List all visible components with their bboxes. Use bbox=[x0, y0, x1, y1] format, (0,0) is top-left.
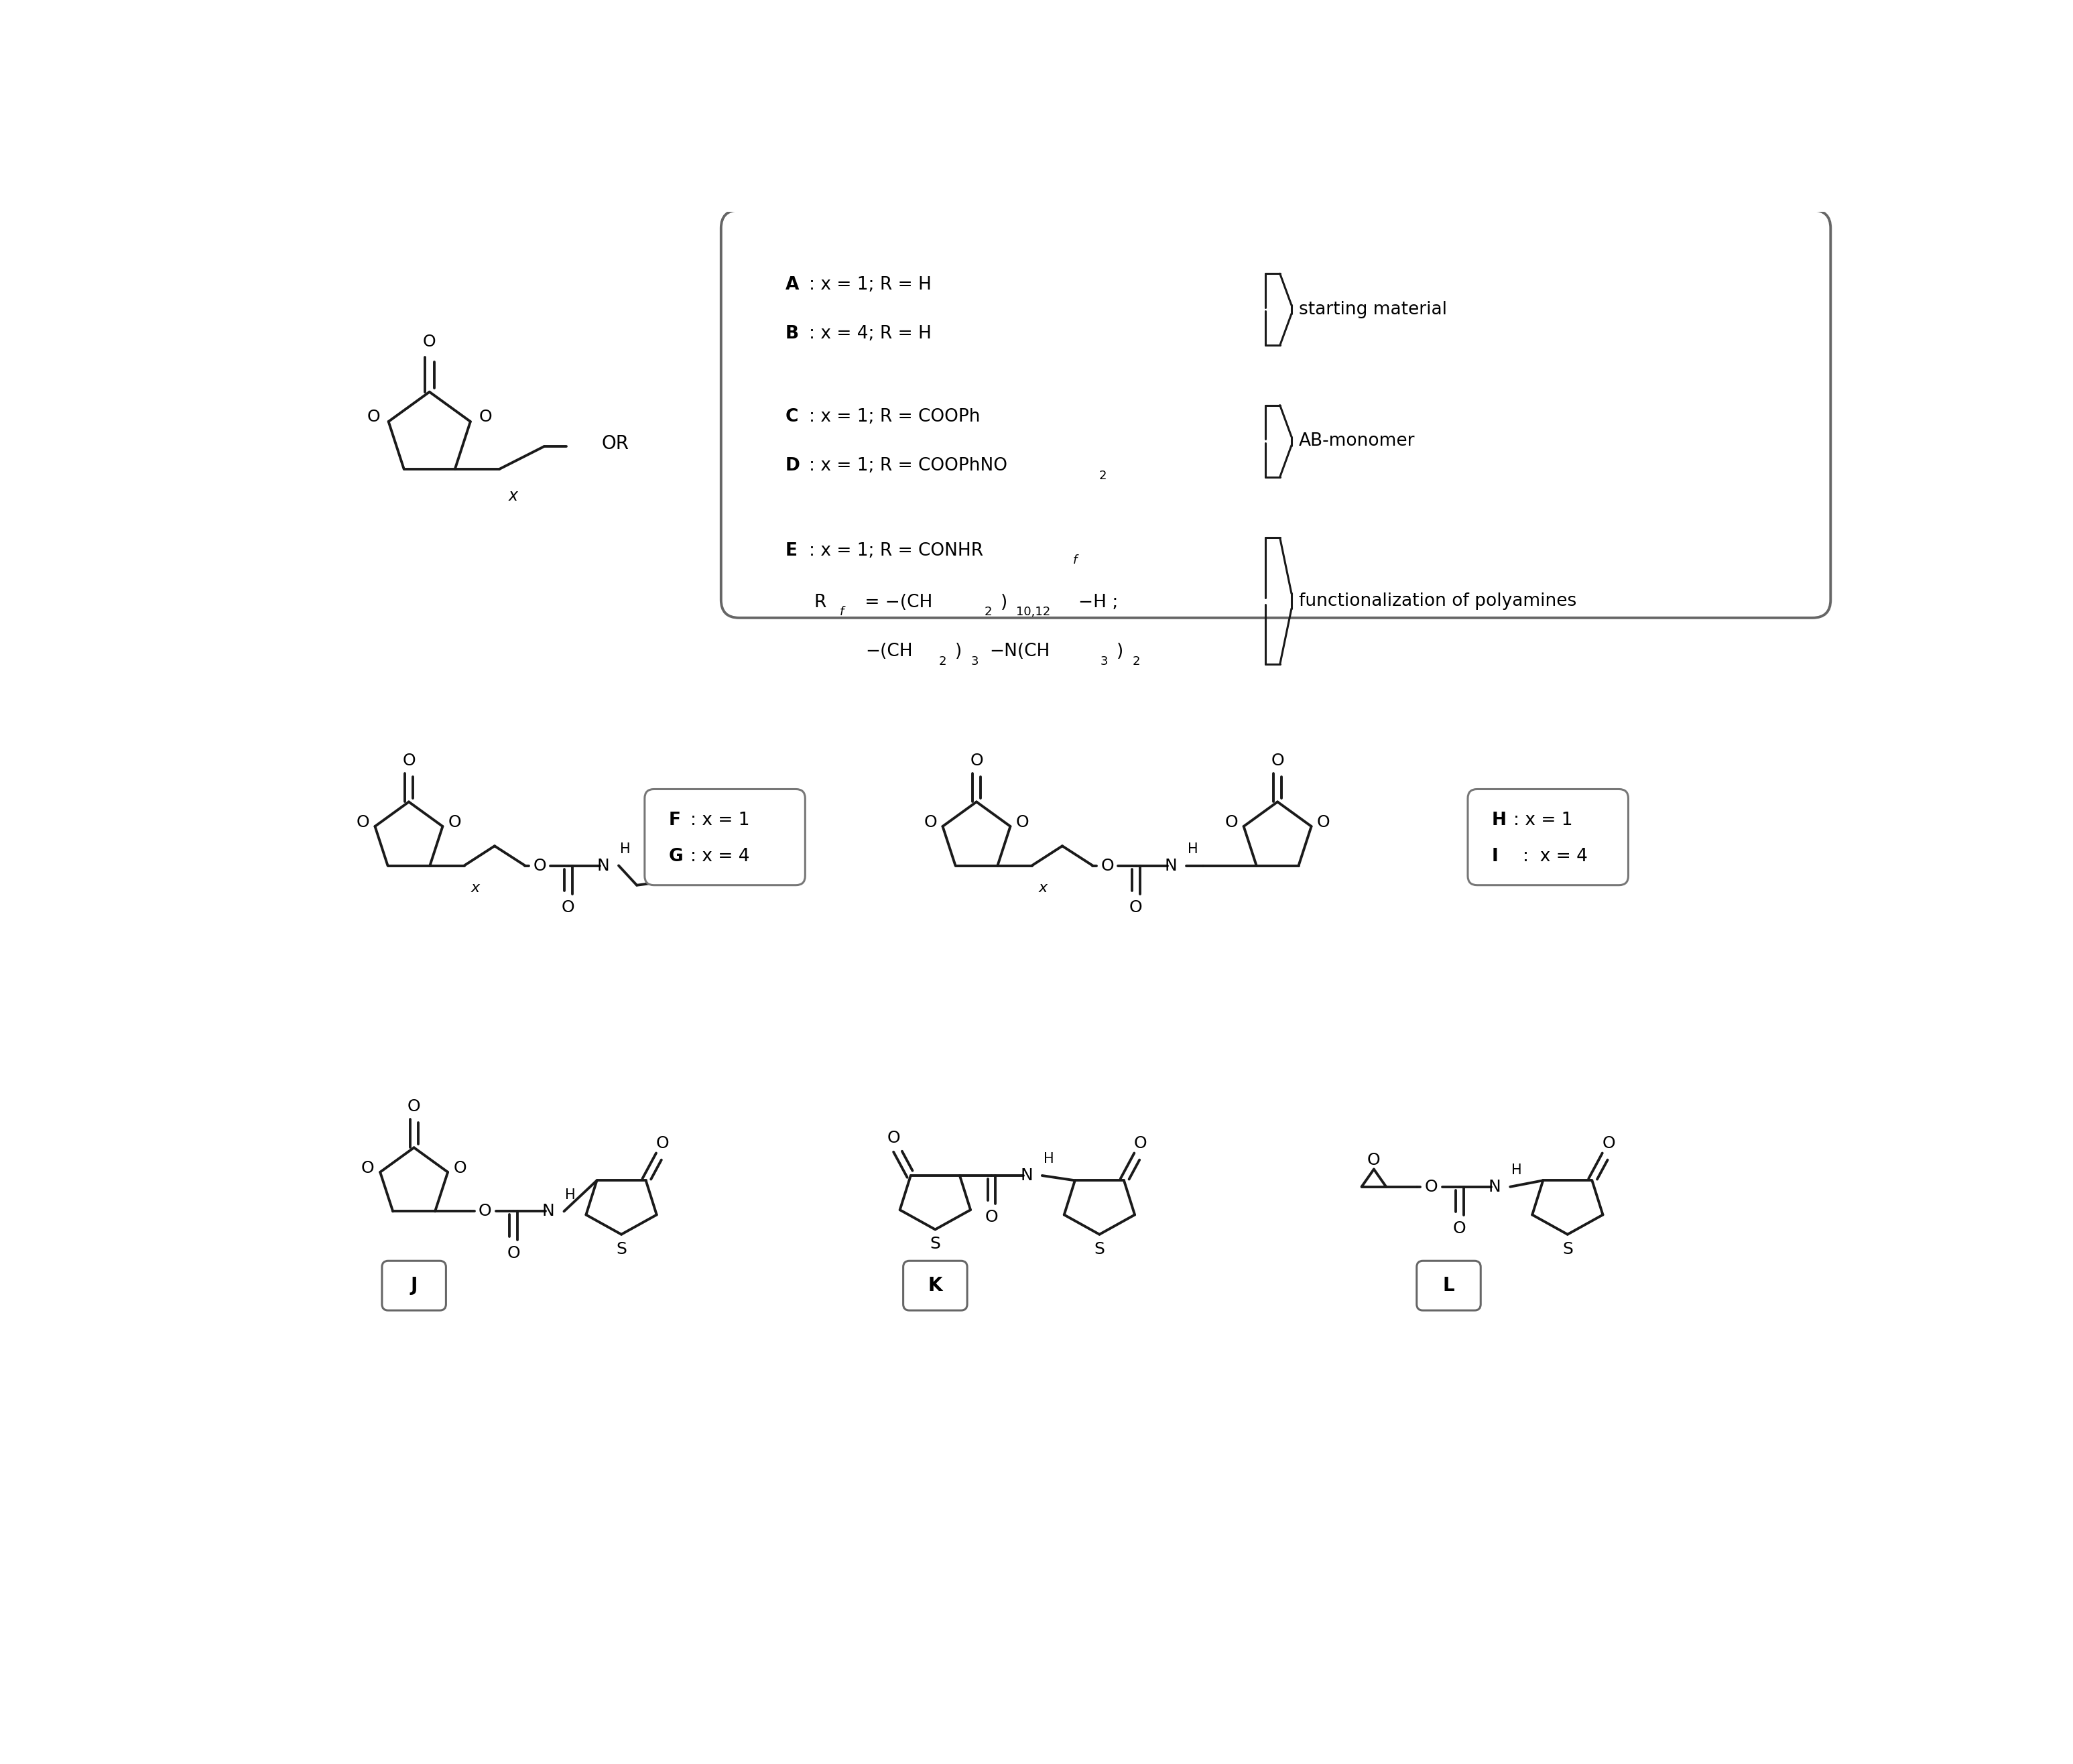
Text: 2: 2 bbox=[1099, 469, 1107, 482]
Text: : x = 4: : x = 4 bbox=[690, 847, 748, 864]
Text: −N(CH: −N(CH bbox=[989, 642, 1049, 660]
Text: O: O bbox=[533, 857, 547, 873]
Text: L: L bbox=[1443, 1275, 1455, 1295]
Text: O: O bbox=[655, 1136, 670, 1152]
Text: 3: 3 bbox=[970, 654, 978, 667]
Text: : x = 1; R = COOPhNO: : x = 1; R = COOPhNO bbox=[808, 457, 1007, 475]
Text: K: K bbox=[929, 1275, 943, 1295]
Text: G: G bbox=[668, 847, 682, 864]
Text: f: f bbox=[840, 607, 844, 617]
Text: S: S bbox=[1563, 1242, 1573, 1258]
Text: : x = 4; R = H: : x = 4; R = H bbox=[808, 325, 931, 342]
Text: O: O bbox=[970, 753, 983, 769]
Text: O: O bbox=[454, 1161, 466, 1177]
Text: −(CH: −(CH bbox=[867, 642, 912, 660]
Text: :  x = 4: : x = 4 bbox=[1522, 847, 1588, 864]
Text: f: f bbox=[1074, 554, 1078, 566]
Text: x: x bbox=[471, 882, 481, 894]
FancyBboxPatch shape bbox=[645, 789, 804, 886]
Text: O: O bbox=[361, 1161, 375, 1177]
Text: : x = 1; R = H: : x = 1; R = H bbox=[808, 277, 931, 293]
Text: N: N bbox=[541, 1203, 556, 1219]
Text: O: O bbox=[479, 409, 491, 425]
Text: A: A bbox=[786, 277, 800, 293]
Text: AB-monomer: AB-monomer bbox=[1300, 432, 1416, 450]
Text: H: H bbox=[1511, 1164, 1522, 1177]
Text: O: O bbox=[887, 1131, 900, 1147]
Text: H: H bbox=[1043, 1152, 1053, 1166]
Text: D: D bbox=[786, 457, 800, 475]
Text: O: O bbox=[1424, 1178, 1439, 1194]
Text: R: R bbox=[815, 594, 827, 610]
Text: S: S bbox=[616, 1242, 626, 1258]
Text: ): ) bbox=[956, 642, 962, 660]
Text: O: O bbox=[985, 1208, 999, 1226]
Text: F: F bbox=[668, 811, 680, 829]
Text: O: O bbox=[1130, 900, 1142, 916]
Text: O: O bbox=[448, 815, 462, 831]
FancyBboxPatch shape bbox=[721, 210, 1830, 617]
Text: I: I bbox=[1493, 847, 1499, 864]
Text: N: N bbox=[597, 857, 609, 873]
FancyBboxPatch shape bbox=[904, 1261, 968, 1311]
Text: : x = 1: : x = 1 bbox=[1513, 811, 1573, 829]
Text: N: N bbox=[1165, 857, 1177, 873]
Text: O: O bbox=[408, 1099, 421, 1115]
Text: O: O bbox=[1271, 753, 1283, 769]
Text: 3: 3 bbox=[1101, 654, 1109, 667]
FancyBboxPatch shape bbox=[1468, 789, 1627, 886]
Text: functionalization of polyamines: functionalization of polyamines bbox=[1300, 593, 1578, 610]
Text: : x = 1: : x = 1 bbox=[690, 811, 748, 829]
Text: C: C bbox=[786, 407, 798, 425]
Text: O: O bbox=[357, 815, 369, 831]
Text: B: B bbox=[786, 325, 798, 342]
Text: E: E bbox=[786, 542, 798, 559]
Text: OR: OR bbox=[601, 434, 630, 453]
Text: 2: 2 bbox=[939, 654, 947, 667]
Text: 2: 2 bbox=[985, 607, 993, 617]
Text: O: O bbox=[1316, 815, 1331, 831]
Text: ): ) bbox=[1001, 594, 1007, 610]
FancyBboxPatch shape bbox=[381, 1261, 446, 1311]
FancyBboxPatch shape bbox=[1416, 1261, 1480, 1311]
Text: O: O bbox=[1368, 1152, 1381, 1168]
Text: H: H bbox=[620, 841, 630, 856]
Text: S: S bbox=[1095, 1242, 1105, 1258]
Text: x: x bbox=[1039, 882, 1047, 894]
Text: O: O bbox=[1453, 1221, 1466, 1237]
Text: ): ) bbox=[1117, 642, 1124, 660]
Text: O: O bbox=[1225, 815, 1238, 831]
Text: O: O bbox=[479, 1203, 491, 1219]
Text: O: O bbox=[508, 1245, 520, 1261]
Text: H: H bbox=[566, 1187, 576, 1201]
Text: starting material: starting material bbox=[1300, 300, 1447, 318]
Text: O: O bbox=[1016, 815, 1028, 831]
Text: : x = 1; R = CONHR: : x = 1; R = CONHR bbox=[808, 542, 983, 559]
Text: S: S bbox=[931, 1237, 941, 1252]
Text: O: O bbox=[402, 753, 415, 769]
Text: O: O bbox=[562, 900, 574, 916]
Text: −H ;: −H ; bbox=[1078, 594, 1117, 610]
Text: H: H bbox=[1493, 811, 1507, 829]
Text: O: O bbox=[1602, 1136, 1615, 1152]
Text: 2: 2 bbox=[1132, 654, 1140, 667]
Text: J: J bbox=[410, 1275, 417, 1295]
Text: O: O bbox=[665, 850, 678, 866]
Text: 10,12: 10,12 bbox=[1016, 607, 1051, 617]
Text: O: O bbox=[1134, 1136, 1146, 1152]
Text: O: O bbox=[367, 409, 379, 425]
Text: O: O bbox=[423, 333, 435, 349]
Text: O: O bbox=[1101, 857, 1113, 873]
Text: = −(CH: = −(CH bbox=[860, 594, 933, 610]
Text: x: x bbox=[508, 487, 518, 505]
Text: O: O bbox=[925, 815, 937, 831]
Text: H: H bbox=[1188, 841, 1198, 856]
Text: N: N bbox=[1020, 1168, 1032, 1184]
Text: : x = 1; R = COOPh: : x = 1; R = COOPh bbox=[808, 407, 981, 425]
Text: N: N bbox=[1488, 1178, 1501, 1194]
